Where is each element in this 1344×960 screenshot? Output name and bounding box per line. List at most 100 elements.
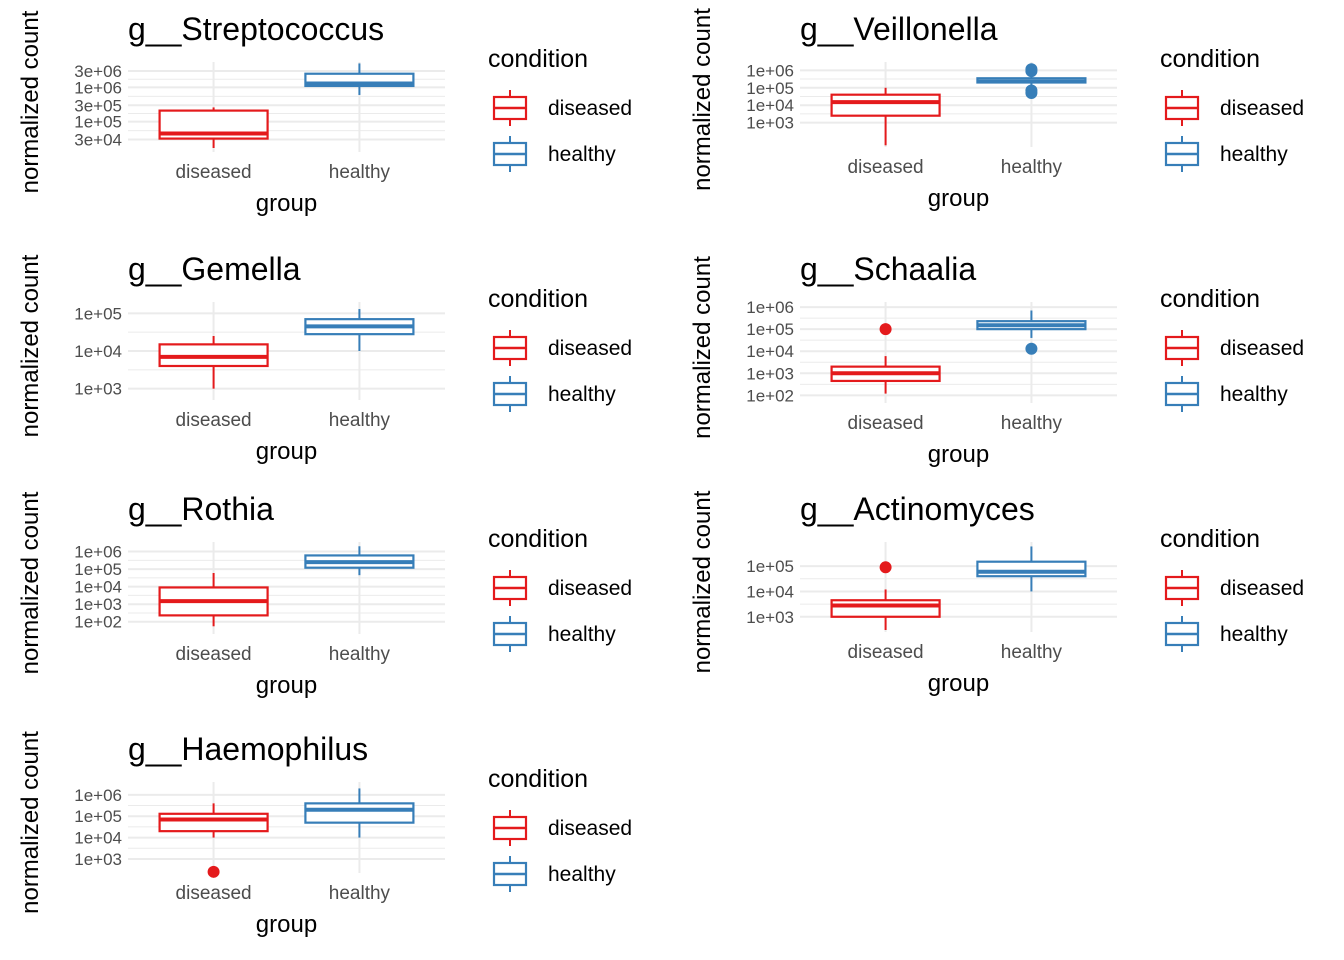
legend-label: diseased xyxy=(548,817,632,840)
y-tick-label: 1e+04 xyxy=(746,342,794,361)
legend-key-healthy xyxy=(492,136,528,172)
legend-key-healthy xyxy=(492,616,528,652)
legend: condition diseased healthy xyxy=(1160,525,1304,652)
legend: condition diseased healthy xyxy=(488,285,632,412)
legend-label: healthy xyxy=(1220,383,1288,406)
box-diseased xyxy=(830,323,941,394)
outlier-point xyxy=(1025,87,1038,100)
y-tick-label: 1e+02 xyxy=(746,386,794,405)
x-axis-title: group xyxy=(928,670,989,697)
legend-label: diseased xyxy=(1220,337,1304,360)
panel-title: g__Haemophilus xyxy=(128,731,368,767)
y-tick-label: 1e+05 xyxy=(74,807,122,826)
y-tick-label: 1e+03 xyxy=(746,364,794,383)
legend-key-healthy xyxy=(492,856,528,892)
y-tick-label: 1e+06 xyxy=(74,543,122,562)
y-tick-label: 1e+05 xyxy=(746,320,794,339)
y-tick-label: 1e+05 xyxy=(746,79,794,98)
x-axis-title: group xyxy=(928,185,989,212)
legend-label: healthy xyxy=(548,623,616,646)
legend: condition diseased healthy xyxy=(488,45,632,172)
chart-panel: 1e+02 1e+03 1e+04 1e+05 1e+06 diseased healthy… xyxy=(689,251,1304,468)
y-tick-label: 1e+03 xyxy=(74,850,122,869)
panel-title: g__Streptococcus xyxy=(128,11,384,47)
chart-panel: 1e+03 1e+04 1e+05 diseased healthy group norma… xyxy=(689,490,1304,697)
outlier-point xyxy=(1025,342,1038,355)
box-iqr xyxy=(158,812,269,833)
legend-title: condition xyxy=(1160,525,1260,553)
box-diseased xyxy=(158,107,269,149)
y-axis-title: normalized count xyxy=(689,490,716,673)
y-tick-label: 1e+06 xyxy=(74,786,122,805)
legend-title: condition xyxy=(488,285,588,313)
legend-title: condition xyxy=(1160,45,1260,73)
panel-title: g__Schaalia xyxy=(800,251,976,287)
x-tick-label: healthy xyxy=(329,410,391,431)
box-healthy xyxy=(976,546,1087,592)
x-tick-label: healthy xyxy=(329,644,391,665)
outlier-point xyxy=(1025,65,1038,78)
box-diseased xyxy=(158,803,269,878)
legend-title: condition xyxy=(1160,285,1260,313)
x-tick-label: healthy xyxy=(329,883,391,904)
legend-key-diseased xyxy=(1164,90,1200,126)
legend: condition diseased healthy xyxy=(488,525,632,652)
x-tick-label: diseased xyxy=(176,883,252,904)
legend-label: diseased xyxy=(1220,97,1304,120)
legend-label: healthy xyxy=(1220,623,1288,646)
box-iqr xyxy=(830,93,941,117)
legend-label: diseased xyxy=(548,577,632,600)
x-tick-label: healthy xyxy=(1001,413,1063,434)
x-tick-label: diseased xyxy=(848,642,924,663)
legend-label: healthy xyxy=(1220,143,1288,166)
y-tick-label: 1e+02 xyxy=(74,613,122,632)
y-axis-title: normalized count xyxy=(17,254,44,437)
y-tick-label: 1e+03 xyxy=(746,114,794,133)
legend-key-healthy xyxy=(1164,616,1200,652)
box-diseased xyxy=(830,561,941,630)
box-diseased xyxy=(158,572,269,627)
y-tick-label: 1e+03 xyxy=(74,595,122,614)
panel-title: g__Rothia xyxy=(128,491,274,527)
x-tick-label: diseased xyxy=(848,413,924,434)
legend-title: condition xyxy=(488,765,588,793)
legend-label: healthy xyxy=(548,143,616,166)
y-tick-label: 1e+03 xyxy=(746,608,794,627)
box-healthy xyxy=(304,63,415,95)
x-axis-title: group xyxy=(256,438,317,465)
box-healthy xyxy=(304,546,415,576)
chart-panel: 1e+03 1e+04 1e+05 diseased healthy group norma… xyxy=(17,251,632,465)
y-tick-label: 1e+05 xyxy=(74,113,122,132)
x-axis-title: group xyxy=(928,441,989,468)
y-tick-label: 3e+04 xyxy=(74,131,122,150)
y-tick-label: 1e+04 xyxy=(746,96,794,115)
y-tick-label: 1e+04 xyxy=(74,829,122,848)
box-diseased xyxy=(158,336,269,389)
box-iqr xyxy=(976,560,1087,578)
x-tick-label: diseased xyxy=(176,162,252,183)
outlier-point xyxy=(207,865,220,878)
legend: condition diseased healthy xyxy=(488,765,632,892)
outlier-point xyxy=(879,561,892,574)
box-healthy xyxy=(976,310,1087,355)
y-axis-title: normalized count xyxy=(17,491,44,674)
legend: condition diseased healthy xyxy=(1160,45,1304,172)
legend: condition diseased healthy xyxy=(1160,285,1304,412)
x-axis-title: group xyxy=(256,911,317,938)
box-healthy xyxy=(304,309,415,351)
x-tick-label: diseased xyxy=(848,157,924,178)
y-tick-label: 3e+05 xyxy=(74,96,122,115)
y-axis-title: normalized count xyxy=(17,731,44,914)
y-tick-label: 1e+06 xyxy=(746,298,794,317)
x-tick-label: diseased xyxy=(176,644,252,665)
panel-title: g__Gemella xyxy=(128,251,301,287)
y-tick-label: 1e+05 xyxy=(74,304,122,323)
legend-label: healthy xyxy=(548,863,616,886)
y-tick-label: 1e+05 xyxy=(746,557,794,576)
box-iqr xyxy=(304,802,415,824)
legend-key-diseased xyxy=(1164,330,1200,366)
y-tick-label: 3e+06 xyxy=(74,62,122,81)
